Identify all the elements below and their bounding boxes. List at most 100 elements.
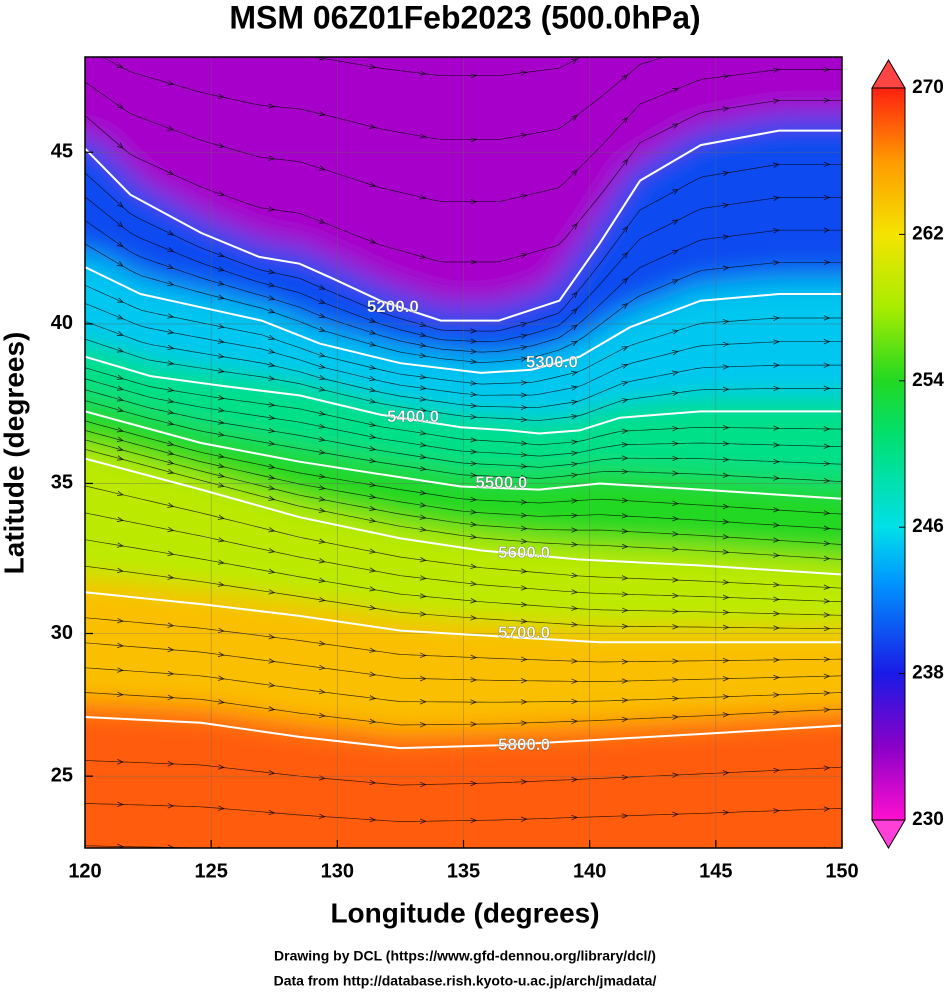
stream-arrow [621,277,629,284]
stream-arrow [268,414,276,421]
stream-arrow [773,610,780,617]
stream-arrow [419,374,427,380]
colorbar-tick-label: 230 [912,809,944,830]
stream-arrow [116,221,124,228]
stream-arrow [773,847,774,848]
stream-arrow [419,332,427,338]
stream-arrow [217,463,225,469]
stream-arrow [167,169,175,175]
stream-arrow [672,714,680,720]
stream-arrow [520,322,528,328]
stream-arrow [773,692,780,698]
stream-arrow [621,678,629,684]
stream-arrow [470,580,478,587]
credit-line: Data from http://database.rish.kyoto-u.a… [274,973,657,989]
stream-arrow [167,34,173,39]
stream-arrow [520,132,528,139]
stream-arrow [318,712,326,719]
stream-arrow [520,463,528,469]
stream-arrow [218,44,224,49]
stream-arrow [773,195,780,201]
stream-arrow [823,161,831,168]
colorbar: 230 238 246 254 262 270 [871,59,944,849]
stream-arrow [419,652,427,658]
stream-arrow [268,282,276,288]
stream-arrow [217,699,225,705]
stream-arrow [167,247,175,253]
stream-arrow [672,889,678,894]
stream-arrow [722,234,730,240]
stream-arrow [419,781,427,788]
stream-arrow [773,552,780,558]
stream-arrow [470,358,478,365]
stream-arrow [571,472,579,479]
stream-arrow [117,642,124,649]
stream-arrow [117,759,124,765]
stream-arrow [571,814,579,821]
stream-arrow [470,615,478,621]
stream-arrow [823,315,831,321]
colorbar-body [871,87,906,821]
y-tick-label: 45 [51,141,73,163]
x-tick-label: 145 [699,860,732,882]
stream-arrow [369,505,377,512]
stream-arrow [521,854,527,859]
stream-arrow [217,482,225,488]
stream-arrow [217,266,225,272]
stream-arrow [571,291,578,299]
stream-arrow [217,338,225,344]
stream-arrow [823,97,831,103]
stream-arrow [419,342,427,348]
stream-arrow [470,677,478,683]
stream-arrow [571,439,579,445]
stream-arrow [823,673,831,679]
stream-arrow [722,386,730,393]
stream-arrow [419,575,427,581]
stream-arrow [672,608,680,614]
stream-arrow [520,452,528,458]
stream-arrow [722,809,730,816]
stream-arrow [621,397,629,404]
stream-arrow [823,227,831,233]
stream-arrow [571,527,579,533]
stream-arrow [318,596,326,603]
stream-arrow [823,525,831,531]
stream-arrow [268,485,276,491]
stream-arrow [722,609,730,616]
stream-arrow [823,540,831,547]
stream-arrow [773,596,780,602]
stream-arrow [217,353,225,359]
stream-arrow [419,557,427,563]
stream-arrow [722,424,730,431]
stream-arrow [117,667,124,673]
stream-arrow [116,516,124,523]
stream-arrow [621,468,629,475]
stream-arrow [318,111,326,117]
stream-arrow [369,238,377,244]
stream-arrow [318,326,326,333]
stream-arrow [168,886,174,891]
stream-arrow [520,193,528,200]
stream-arrow [369,421,377,427]
colorbar-extend-max [871,59,906,89]
stream-arrow [772,98,780,104]
stream-arrow [520,677,528,684]
stream-arrow [470,414,478,420]
stream-arrow [419,675,427,682]
stream-arrow [369,493,377,500]
stream-arrow [268,348,276,354]
stream-arrow [268,809,276,816]
stream-arrow [722,472,730,479]
stream-arrow [370,854,376,859]
field: 5200.0 5300.0 5400.0 5500.0 5600.0 5700.0 5800… [85,34,842,894]
stream-arrow [318,423,326,429]
stream-arrow [419,514,427,520]
stream-arrow [218,887,224,892]
stream-arrow [419,465,427,472]
stream-arrow [268,547,276,554]
stream-arrow [571,678,579,684]
stream-arrow [116,436,124,442]
stream-arrow [470,72,478,79]
stream-arrow [773,425,780,431]
stream-arrow [773,888,779,893]
